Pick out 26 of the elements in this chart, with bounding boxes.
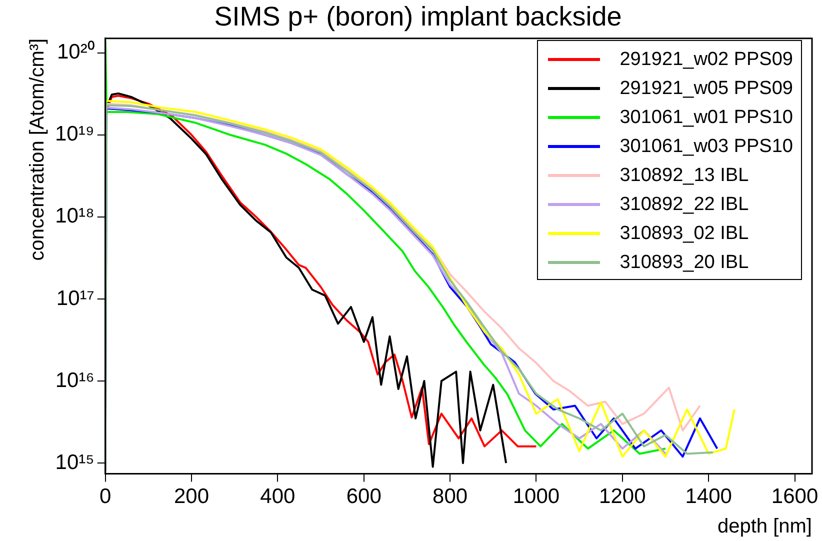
x-tick-label: 600 [346, 485, 382, 508]
y-tick-label: 10¹⁵ [55, 450, 94, 474]
legend-label: 291921_w05 PPS09 [620, 78, 793, 100]
x-tick-label: 1200 [599, 485, 646, 508]
x-tick-label: 800 [432, 485, 468, 508]
x-tick-label: 1000 [512, 485, 560, 508]
y-tick-label: 10¹⁷ [56, 286, 94, 310]
legend-label: 301061_w03 PPS10 [620, 136, 793, 158]
y-tick-label: 10²⁰ [56, 40, 94, 64]
x-tick-label: 200 [174, 485, 210, 508]
legend-label: 310893_20 IBL [620, 252, 749, 274]
y-tick-label: 10¹⁹ [54, 122, 94, 146]
legend-label: 310892_22 IBL [620, 194, 749, 216]
x-tick-label: 1600 [771, 485, 818, 508]
y-tick-label: 10¹⁸ [55, 204, 94, 228]
y-axis-title: concentration [Atom/cm³] [26, 38, 49, 261]
legend-label: 291921_w02 PPS09 [620, 48, 793, 71]
x-tick-label: 0 [100, 485, 112, 508]
y-tick-label: 10¹⁶ [55, 368, 94, 392]
legend-label: 310892_13 IBL [620, 164, 749, 187]
x-tick-label: 400 [260, 485, 296, 508]
chart-title: SIMS p+ (boron) implant backside [214, 2, 622, 32]
x-tick-label: 1400 [685, 485, 732, 508]
legend-label: 301061_w01 PPS10 [620, 106, 793, 129]
legend-label: 310893_02 IBL [620, 222, 749, 245]
x-axis-title: depth [nm] [717, 516, 812, 538]
